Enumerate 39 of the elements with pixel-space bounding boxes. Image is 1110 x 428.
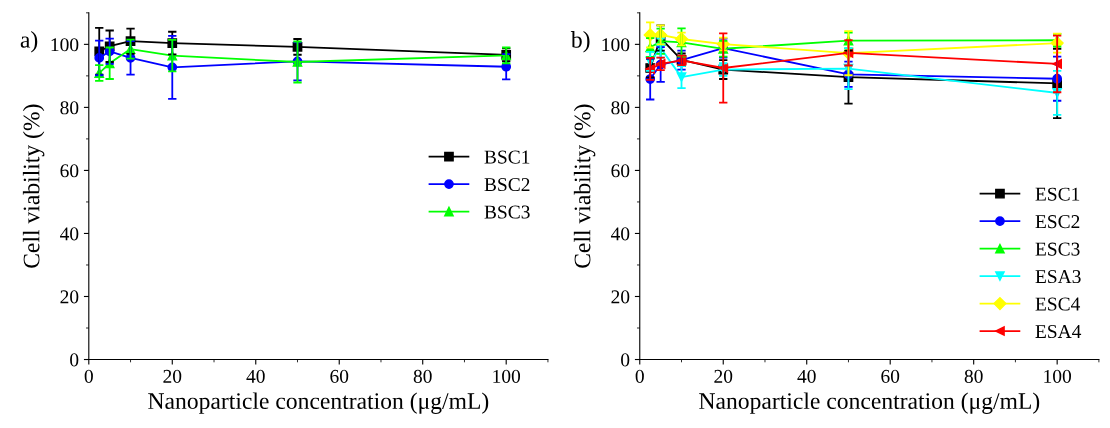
- x-axis-title: Nanoparticle concentration (μg/mL): [699, 392, 1040, 414]
- y-tick-label: 40: [610, 227, 630, 241]
- x-tick-label: 100: [1044, 369, 1071, 383]
- x-tick-label: 40: [797, 369, 816, 383]
- x-tick-label: 20: [163, 369, 182, 383]
- x-axis-title: Nanoparticle concentration (μg/mL): [148, 392, 489, 414]
- legend-label: ESC4: [1035, 297, 1081, 311]
- y-tick-label: 60: [60, 164, 79, 178]
- legend-label: BSC2: [484, 178, 530, 192]
- x-tick-label: 20: [714, 369, 733, 383]
- legend-label: ESC3: [1035, 242, 1080, 256]
- x-tick-label: 0: [635, 369, 644, 383]
- text: b): [570, 31, 590, 53]
- x-tick-label: 80: [413, 369, 432, 383]
- x-tick-label: 100: [493, 369, 521, 383]
- y-tick-label: 0: [621, 353, 630, 367]
- y-tick-label: 20: [60, 290, 79, 304]
- y-tick-label: 80: [60, 101, 79, 115]
- legend-label: ESA3: [1035, 270, 1081, 284]
- x-tick-label: 40: [246, 369, 265, 383]
- legend-label: ESC1: [1035, 187, 1080, 201]
- y-tick-label: 20: [611, 290, 630, 304]
- y-tick-label: 100: [51, 38, 79, 52]
- y-axis-title: Cell viability (%): [22, 104, 45, 268]
- y-axis-title: Cell viability (%): [573, 104, 596, 268]
- y-tick-label: 60: [611, 164, 630, 178]
- y-tick-label: 80: [611, 101, 630, 115]
- x-tick-label: 80: [964, 369, 983, 383]
- x-tick-label: 60: [330, 369, 349, 383]
- y-tick-label: 40: [60, 227, 79, 241]
- legend-label: ESC2: [1035, 215, 1080, 229]
- text: a): [20, 31, 38, 53]
- y-tick-label: 0: [70, 353, 79, 367]
- legend-label: BSC1: [484, 150, 530, 164]
- legend-label: BSC3: [484, 205, 530, 219]
- legend-label: ESA4: [1035, 325, 1082, 339]
- x-tick-label: 0: [84, 369, 93, 383]
- x-tick-label: 60: [881, 369, 900, 383]
- y-tick-label: 100: [602, 38, 630, 52]
